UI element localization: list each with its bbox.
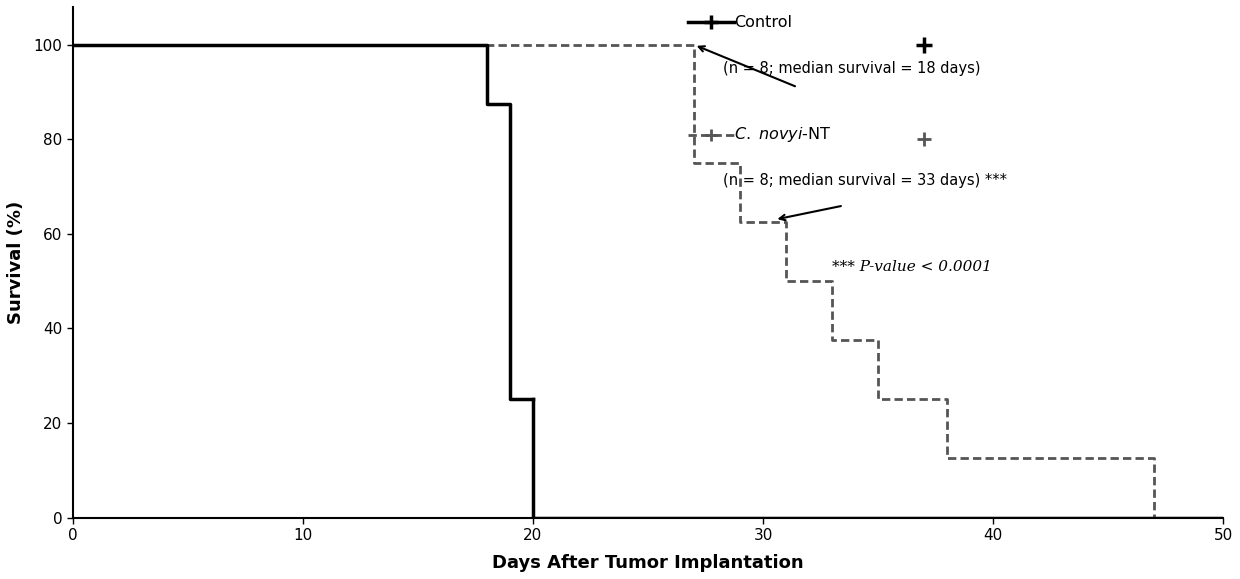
Text: (n = 8; median survival = 18 days): (n = 8; median survival = 18 days) (723, 61, 981, 76)
Y-axis label: Survival (%): Survival (%) (7, 200, 25, 324)
Text: *** P-value < 0.0001: *** P-value < 0.0001 (832, 260, 992, 274)
Text: $\it{C.\ novyi}$-NT: $\it{C.\ novyi}$-NT (734, 125, 832, 144)
Text: (n = 8; median survival = 33 days) ***: (n = 8; median survival = 33 days) *** (723, 173, 1007, 188)
X-axis label: Days After Tumor Implantation: Days After Tumor Implantation (492, 554, 804, 572)
Text: Control: Control (734, 14, 792, 30)
